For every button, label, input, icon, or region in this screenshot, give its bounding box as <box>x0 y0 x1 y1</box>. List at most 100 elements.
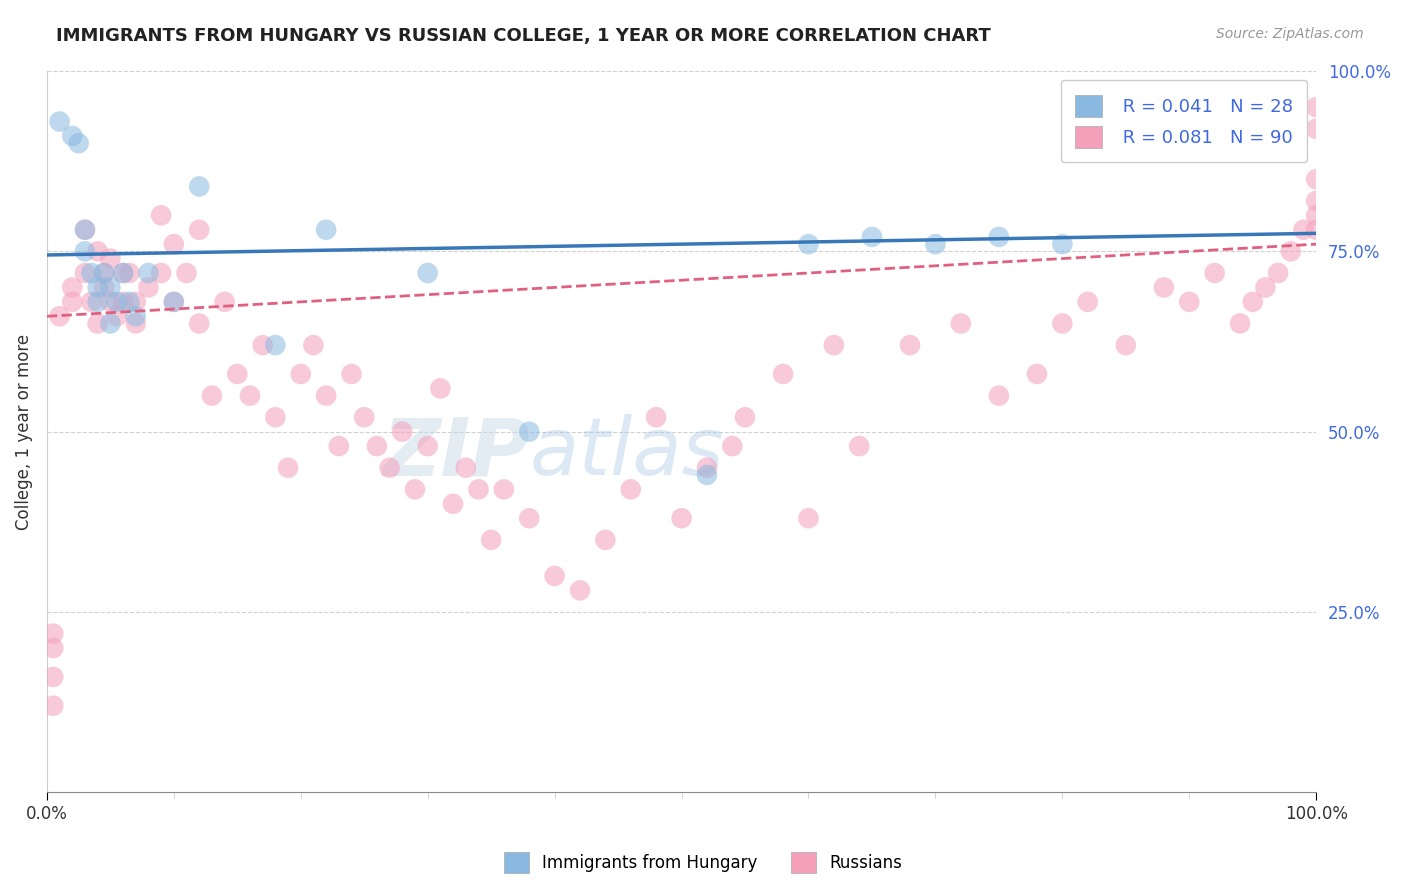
Point <box>797 511 820 525</box>
Point <box>696 460 718 475</box>
Point <box>163 294 186 309</box>
Point <box>73 244 96 259</box>
Point <box>1279 244 1302 259</box>
Point <box>391 425 413 439</box>
Point <box>543 569 565 583</box>
Point <box>163 294 186 309</box>
Point <box>1267 266 1289 280</box>
Point <box>201 389 224 403</box>
Point <box>340 367 363 381</box>
Point <box>924 237 946 252</box>
Point <box>48 114 70 128</box>
Point <box>378 460 401 475</box>
Point <box>42 626 65 640</box>
Point <box>1153 280 1175 294</box>
Point <box>98 317 121 331</box>
Point <box>80 294 103 309</box>
Point <box>1204 266 1226 280</box>
Point <box>86 294 108 309</box>
Point <box>595 533 617 547</box>
Point <box>860 230 883 244</box>
Point <box>252 338 274 352</box>
Point <box>987 389 1010 403</box>
Point <box>898 338 921 352</box>
Point <box>86 317 108 331</box>
Legend:  R = 0.041   N = 28,  R = 0.081   N = 90: R = 0.041 N = 28, R = 0.081 N = 90 <box>1060 80 1308 162</box>
Point <box>416 439 439 453</box>
Point <box>772 367 794 381</box>
Point <box>1178 294 1201 309</box>
Point <box>290 367 312 381</box>
Point <box>98 294 121 309</box>
Point <box>620 483 643 497</box>
Point <box>118 266 141 280</box>
Point <box>98 280 121 294</box>
Point <box>517 425 540 439</box>
Text: ZIP: ZIP <box>382 414 529 492</box>
Legend: Immigrants from Hungary, Russians: Immigrants from Hungary, Russians <box>498 846 908 880</box>
Point <box>93 266 115 280</box>
Point <box>416 266 439 280</box>
Point <box>73 223 96 237</box>
Point <box>60 128 83 143</box>
Point <box>1254 280 1277 294</box>
Point <box>569 583 592 598</box>
Point <box>150 266 173 280</box>
Point <box>721 439 744 453</box>
Point <box>517 511 540 525</box>
Point <box>73 223 96 237</box>
Point <box>214 294 236 309</box>
Point <box>264 338 287 352</box>
Point <box>150 208 173 222</box>
Point <box>302 338 325 352</box>
Point <box>67 136 90 151</box>
Point <box>125 317 148 331</box>
Point <box>479 533 502 547</box>
Point <box>42 670 65 684</box>
Point <box>188 223 211 237</box>
Point <box>138 266 160 280</box>
Point <box>441 497 464 511</box>
Point <box>80 266 103 280</box>
Point <box>86 244 108 259</box>
Point <box>98 252 121 266</box>
Point <box>645 410 668 425</box>
Point <box>105 310 128 324</box>
Point <box>73 266 96 280</box>
Point <box>1305 172 1327 186</box>
Point <box>1292 223 1315 237</box>
Point <box>848 439 870 453</box>
Point <box>734 410 756 425</box>
Point <box>1115 338 1137 352</box>
Text: Source: ZipAtlas.com: Source: ZipAtlas.com <box>1216 27 1364 41</box>
Point <box>1026 367 1049 381</box>
Point <box>1241 294 1264 309</box>
Point <box>1077 294 1099 309</box>
Point <box>105 294 128 309</box>
Point <box>86 280 108 294</box>
Point <box>93 266 115 280</box>
Point <box>125 310 148 324</box>
Point <box>366 439 388 453</box>
Point <box>42 698 65 713</box>
Text: IMMIGRANTS FROM HUNGARY VS RUSSIAN COLLEGE, 1 YEAR OR MORE CORRELATION CHART: IMMIGRANTS FROM HUNGARY VS RUSSIAN COLLE… <box>56 27 991 45</box>
Point <box>93 280 115 294</box>
Point <box>188 317 211 331</box>
Point <box>239 389 262 403</box>
Point <box>264 410 287 425</box>
Point <box>42 641 65 656</box>
Point <box>315 389 337 403</box>
Point <box>467 483 489 497</box>
Point <box>671 511 693 525</box>
Point <box>1305 100 1327 114</box>
Point <box>112 266 135 280</box>
Point <box>125 294 148 309</box>
Point <box>1305 194 1327 208</box>
Point <box>1305 121 1327 136</box>
Point <box>797 237 820 252</box>
Point <box>328 439 350 453</box>
Point <box>949 317 972 331</box>
Point <box>60 294 83 309</box>
Point <box>823 338 845 352</box>
Point <box>404 483 426 497</box>
